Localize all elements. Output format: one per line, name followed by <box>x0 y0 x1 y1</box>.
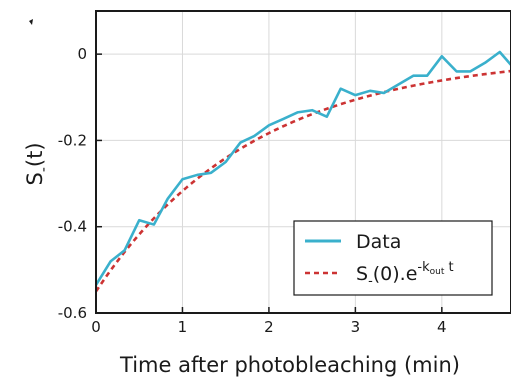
ticks: 0 1 2 3 4 -0.6 -0.4 -0.2 0 <box>58 45 447 336</box>
x-tick-label: 3 <box>351 318 361 336</box>
plot-frame <box>95 10 511 314</box>
y-tick-label: -0.2 <box>58 131 87 149</box>
legend: Data S-(0).e-kout t <box>293 220 493 296</box>
legend-label-data: Data <box>356 231 401 253</box>
y-axis-label: S-(t) <box>23 142 52 185</box>
x-tick-label: 4 <box>437 318 447 336</box>
data-series-line <box>94 50 511 286</box>
legend-label-fit: S-(0).e-kout t <box>356 260 454 289</box>
x-tick-label: 0 <box>91 318 101 336</box>
x-tick-label: 2 <box>264 318 274 336</box>
x-tick-label: 1 <box>178 318 188 336</box>
y-tick-label: 0 <box>77 45 87 63</box>
y-tick-label: -0.4 <box>58 218 87 236</box>
corner-mark <box>29 19 33 25</box>
x-axis-label: Time after photobleaching (min) <box>119 353 460 377</box>
series-layer <box>94 50 511 293</box>
fit-curve <box>94 69 511 293</box>
legend-box <box>293 220 493 296</box>
y-tick-label: -0.6 <box>58 304 87 322</box>
